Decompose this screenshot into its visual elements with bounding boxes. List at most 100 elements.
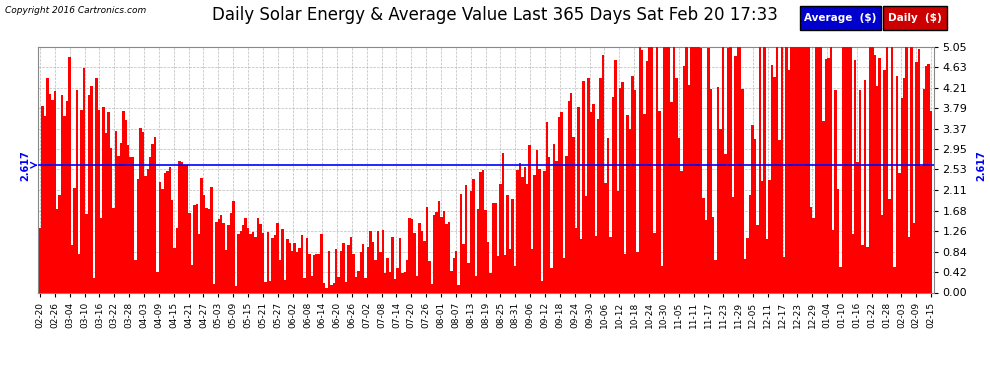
Bar	[288, 243, 291, 292]
Bar	[394, 279, 396, 292]
Bar	[242, 225, 245, 292]
Bar	[665, 47, 668, 292]
Bar	[675, 78, 678, 292]
Bar	[830, 47, 832, 292]
Bar	[650, 47, 653, 292]
Bar	[223, 223, 225, 292]
Bar	[326, 288, 328, 292]
Bar	[607, 138, 609, 292]
Bar	[901, 98, 903, 292]
Bar	[653, 233, 655, 292]
Bar	[808, 47, 810, 292]
Bar	[788, 70, 790, 292]
Bar	[668, 47, 670, 292]
Bar	[730, 47, 732, 292]
Bar	[298, 248, 301, 292]
Bar	[228, 225, 230, 292]
Bar	[330, 285, 333, 292]
Bar	[276, 223, 279, 292]
Bar	[840, 267, 842, 292]
Bar	[464, 186, 467, 292]
Bar	[878, 58, 881, 292]
Bar	[489, 273, 492, 292]
Bar	[751, 124, 753, 292]
Bar	[883, 70, 886, 292]
Bar	[321, 234, 323, 292]
Bar	[634, 90, 637, 292]
Bar	[575, 228, 577, 292]
Bar	[411, 219, 414, 292]
Bar	[345, 282, 347, 292]
Bar	[178, 161, 181, 292]
Bar	[896, 76, 898, 292]
Bar	[303, 278, 306, 292]
Bar	[107, 112, 110, 292]
Bar	[707, 48, 710, 292]
Bar	[98, 110, 100, 292]
Bar	[805, 47, 808, 292]
Bar	[85, 214, 88, 292]
Text: Average  ($): Average ($)	[804, 13, 877, 23]
Bar	[264, 282, 266, 292]
Bar	[644, 114, 645, 292]
Bar	[419, 223, 421, 292]
Bar	[590, 112, 592, 292]
Bar	[338, 277, 340, 292]
Bar	[374, 260, 376, 292]
Bar	[191, 265, 193, 292]
Bar	[585, 196, 587, 292]
Bar	[379, 252, 381, 292]
Bar	[918, 50, 920, 292]
Bar	[362, 244, 364, 292]
Bar	[259, 224, 261, 292]
Bar	[256, 217, 259, 292]
Bar	[768, 180, 771, 292]
Bar	[567, 101, 570, 292]
Bar	[771, 65, 773, 292]
Bar	[622, 82, 624, 292]
Bar	[773, 77, 776, 292]
Bar	[604, 183, 607, 292]
Bar	[911, 47, 913, 292]
Bar	[531, 249, 534, 292]
Bar	[460, 194, 462, 292]
Bar	[254, 237, 256, 292]
Bar	[595, 236, 597, 292]
Bar	[469, 191, 472, 292]
Bar	[386, 258, 389, 292]
Bar	[376, 231, 379, 292]
Text: Daily  ($): Daily ($)	[888, 13, 942, 23]
Bar	[722, 47, 725, 292]
Bar	[602, 55, 604, 292]
Bar	[761, 181, 763, 292]
Bar	[886, 47, 888, 292]
Bar	[88, 94, 90, 292]
Bar	[316, 254, 318, 292]
Bar	[457, 285, 460, 292]
Bar	[891, 47, 893, 292]
Bar	[225, 250, 228, 292]
Bar	[391, 237, 394, 292]
Bar	[673, 47, 675, 292]
Bar	[183, 165, 186, 292]
Bar	[888, 199, 891, 292]
Bar	[700, 48, 702, 292]
Bar	[507, 195, 509, 292]
Bar	[210, 187, 213, 292]
Bar	[599, 78, 602, 292]
Bar	[670, 102, 673, 292]
Bar	[484, 210, 487, 292]
Bar	[487, 242, 489, 292]
Bar	[235, 286, 238, 292]
Bar	[632, 76, 634, 292]
Bar	[815, 47, 818, 292]
Bar	[311, 276, 313, 292]
Bar	[827, 58, 830, 292]
Bar	[198, 234, 200, 292]
Bar	[125, 120, 127, 292]
Bar	[347, 245, 349, 292]
Bar	[352, 254, 354, 292]
Bar	[233, 201, 235, 292]
Bar	[695, 47, 697, 292]
Bar	[80, 110, 83, 292]
